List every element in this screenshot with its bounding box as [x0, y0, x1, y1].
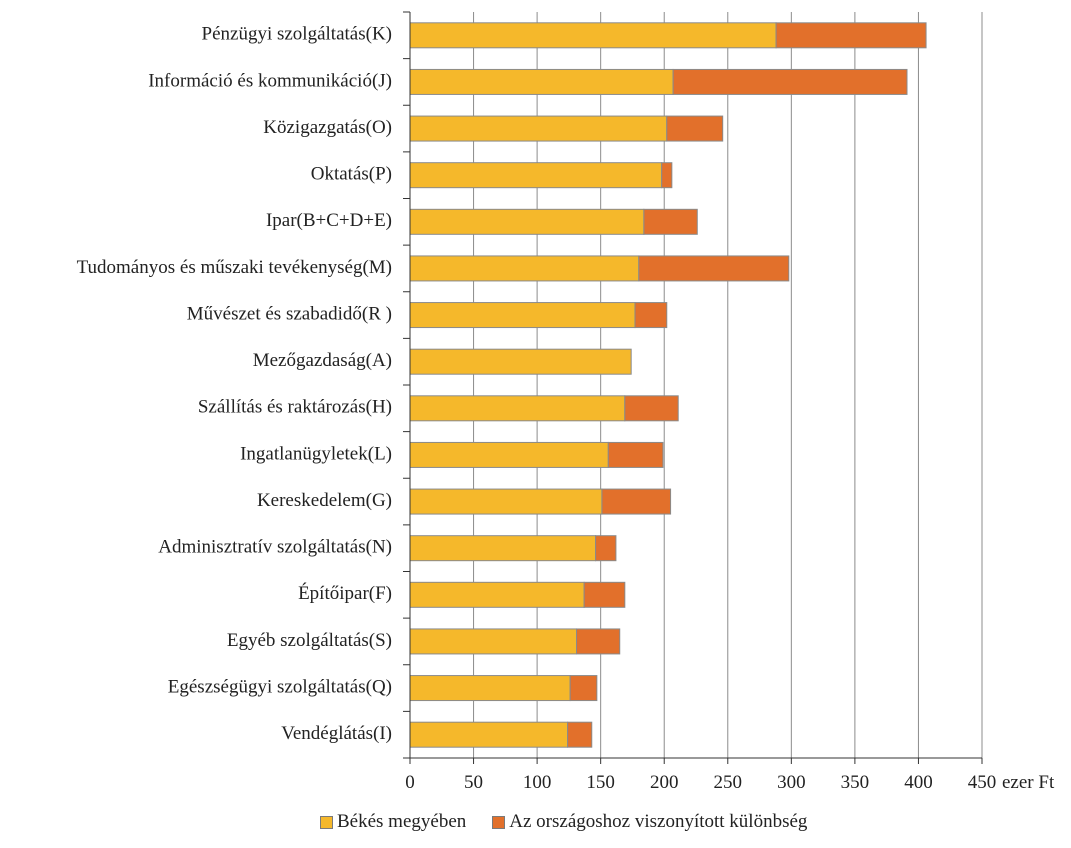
bar-difference-3	[661, 162, 673, 189]
bars	[409, 22, 927, 748]
bar-bekes-7	[409, 348, 632, 375]
bar-difference-12	[583, 581, 626, 608]
category-label-2: Közigazgatás(O)	[263, 117, 392, 138]
category-label-1: Információ és kommunikáció(J)	[148, 70, 392, 91]
bar-bekes-6	[409, 302, 636, 329]
category-label-5: Tudományos és műszaki tevékenység(M)	[77, 257, 392, 278]
legend-swatch-bekes	[320, 815, 333, 829]
category-label-11: Adminisztratív szolgáltatás(N)	[158, 537, 392, 558]
x-tick-label-150: 150	[586, 772, 615, 793]
bar-bekes-10	[409, 488, 603, 515]
bar-difference-9	[607, 441, 664, 468]
bar-bekes-2	[409, 115, 668, 142]
x-tick-label-350: 350	[841, 772, 870, 793]
legend-item-difference: Az országoshoz viszonyított különbség	[492, 811, 807, 833]
x-tick-label-400: 400	[904, 772, 933, 793]
bar-difference-11	[595, 535, 617, 562]
legend: Békés megyében Az országoshoz viszonyíto…	[320, 808, 833, 836]
bar-bekes-5	[409, 255, 640, 282]
bar-bekes-4	[409, 208, 645, 235]
x-tick-label-250: 250	[714, 772, 743, 793]
x-tick-label-100: 100	[523, 772, 552, 793]
x-tick-labels: 0 50 100 150 200 250 300 350 400 450	[405, 772, 996, 793]
legend-swatch-difference	[492, 815, 506, 829]
bar-difference-5	[638, 255, 790, 282]
category-label-8: Szállítás és raktározás(H)	[198, 397, 392, 418]
bar-bekes-14	[409, 675, 571, 702]
bar-bekes-9	[409, 441, 609, 468]
category-label-6: Művészet és szabadidő(R )	[187, 303, 392, 324]
category-label-13: Egyéb szolgáltatás(S)	[227, 630, 392, 651]
category-label-3: Oktatás(P)	[311, 164, 392, 185]
legend-item-bekes: Békés megyében	[320, 811, 466, 833]
bar-difference-4	[643, 208, 698, 235]
bar-bekes-12	[409, 581, 585, 608]
category-labels: Pénzügyi szolgáltatás(K) Információ és ko…	[77, 24, 392, 744]
bar-bekes-0	[409, 22, 777, 49]
axes	[403, 11, 983, 764]
bar-bekes-8	[409, 395, 626, 422]
x-tick-label-300: 300	[777, 772, 806, 793]
category-label-9: Ingatlanügyletek(L)	[240, 443, 392, 464]
legend-label-bekes: Békés megyében	[337, 811, 467, 832]
bar-bekes-15	[409, 721, 569, 748]
bar-difference-10	[601, 488, 672, 515]
bar-difference-6	[634, 302, 668, 329]
x-tick-label-200: 200	[650, 772, 679, 793]
bar-bekes-1	[409, 68, 674, 95]
bar-difference-0	[775, 22, 927, 49]
bar-difference-1	[672, 68, 908, 95]
bar-difference-14	[569, 675, 598, 702]
x-tick-label-450: 450	[968, 772, 997, 793]
category-label-14: Egészségügyi szolgáltatás(Q)	[168, 676, 392, 697]
category-label-0: Pénzügyi szolgáltatás(K)	[202, 24, 392, 45]
x-tick-label-0: 0	[405, 772, 415, 793]
x-tick-label-50: 50	[464, 772, 483, 793]
bar-bekes-11	[409, 535, 597, 562]
category-label-15: Vendéglátás(I)	[281, 723, 392, 744]
category-label-4: Ipar(B+C+D+E)	[266, 210, 392, 231]
x-axis-unit-label: ezer Ft	[1002, 772, 1055, 793]
category-label-7: Mezőgazdaság(A)	[253, 350, 392, 371]
bar-difference-13	[576, 628, 621, 655]
bar-bekes-3	[409, 162, 663, 189]
bar-difference-15	[567, 721, 593, 748]
bar-difference-2	[666, 115, 724, 142]
category-label-10: Kereskedelem(G)	[257, 490, 392, 511]
bar-difference-8	[624, 395, 679, 422]
legend-label-difference: Az országoshoz viszonyított különbség	[509, 811, 808, 832]
bar-bekes-13	[409, 628, 578, 655]
category-label-12: Építőipar(F)	[298, 582, 392, 604]
